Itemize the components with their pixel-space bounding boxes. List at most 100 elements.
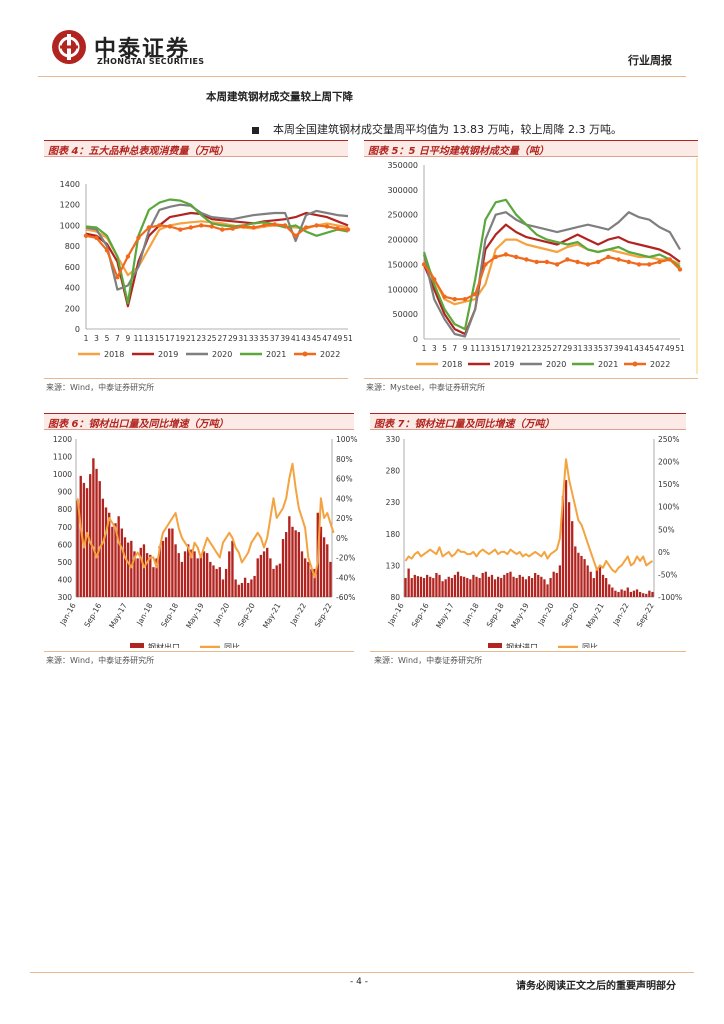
right-y-tick-label: 100% (658, 503, 679, 512)
series-point-2022 (188, 225, 193, 230)
x-tick-label: 43 (634, 344, 644, 353)
x-tick-label: 47 (655, 344, 665, 353)
x-tick-label: 19 (511, 344, 521, 353)
series-point-2022 (241, 224, 246, 229)
bar (598, 565, 602, 597)
bar (595, 568, 599, 597)
bar (187, 544, 190, 597)
bar (193, 551, 196, 597)
bar (642, 593, 645, 597)
x-tick-label: 35 (593, 344, 603, 353)
y-tick-label: 200 (65, 304, 80, 313)
fig4-source-divider (44, 378, 348, 379)
bar (98, 481, 101, 597)
bar (89, 474, 92, 597)
bar (250, 579, 253, 597)
series-line-2020 (422, 211, 681, 338)
x-tick-label: 45 (312, 334, 322, 343)
right-y-tick-label: 150% (658, 480, 679, 489)
x-tick-label: 29 (228, 334, 238, 343)
bar (313, 568, 316, 597)
bar (130, 540, 133, 597)
series-point-2022 (473, 292, 478, 297)
fig5-chart: 0 50000 100000 150000 200000 250000 300000 3500… (387, 158, 698, 374)
bar (484, 571, 487, 597)
x-tick-label: 41 (291, 334, 301, 343)
x-tick-label: 35 (259, 334, 269, 343)
bar (243, 577, 247, 597)
x-tick-label: Jan-16 (58, 601, 78, 627)
right-y-tick-label: -50% (658, 570, 677, 579)
fig7-chart: 80 130 180 230 280 330 -100% -50% 0% 50% 100% 150% 2… (386, 435, 682, 648)
yoy-line (76, 462, 335, 579)
series-point-2022 (83, 233, 89, 238)
bar (161, 540, 165, 597)
right-y-tick-label: 100% (336, 435, 357, 444)
bar (407, 568, 410, 597)
legend-label-2022: 2022 (650, 360, 670, 369)
fig5-source: 来源：Mysteel，中泰证券研究所 (366, 383, 486, 392)
bar (645, 593, 648, 597)
fig7-source-divider (370, 651, 686, 652)
series-point-2022 (209, 224, 214, 229)
bar (262, 551, 266, 597)
left-y-tick-label: 330 (386, 435, 401, 444)
bar (549, 578, 552, 597)
bar (475, 576, 478, 597)
bar (469, 579, 472, 597)
bar (117, 516, 120, 597)
bar (527, 576, 531, 597)
bar (509, 571, 512, 597)
bar (558, 565, 562, 597)
bar (450, 578, 453, 597)
left-y-tick-label: 280 (386, 467, 401, 476)
series-line-2021 (85, 198, 349, 305)
left-y-tick-label: 300 (58, 593, 73, 602)
company-logo-icon (52, 30, 86, 64)
bar (221, 579, 225, 597)
x-tick-label: 15 (155, 334, 165, 343)
company-name-cn: 中泰证券 (94, 37, 191, 62)
x-tick-label: Jan-20 (536, 601, 556, 627)
series-point-2022 (220, 227, 225, 232)
bar (441, 581, 444, 597)
right-y-tick-label: 0% (336, 534, 348, 543)
footer-disclaimer: 请务必阅读正文之后的重要声明部分 (516, 981, 676, 992)
series-point-2022 (636, 262, 642, 267)
bar (272, 568, 275, 597)
x-tick-label: 27 (552, 344, 562, 353)
bar (297, 532, 300, 597)
bar (404, 578, 407, 597)
legend-label-2020: 2020 (212, 350, 232, 359)
document-type: 行业周报 (628, 54, 672, 67)
x-tick-label: May-21 (584, 601, 606, 630)
legend-marker-2022 (632, 361, 638, 367)
bar (632, 590, 636, 597)
left-y-tick-label: 1000 (53, 470, 72, 479)
bar (571, 521, 574, 597)
series-line-2021 (422, 198, 681, 331)
series-point-2022 (157, 223, 162, 228)
series-point-2022 (616, 257, 621, 262)
bar (534, 572, 537, 597)
x-tick-label: Sep-22 (635, 601, 656, 629)
bar (580, 555, 583, 597)
bar (174, 544, 177, 597)
bar (546, 584, 549, 597)
series-point-2022 (136, 235, 141, 241)
bar (120, 528, 124, 597)
bar (310, 568, 313, 597)
left-y-tick-label: 900 (58, 488, 73, 497)
bar (266, 547, 269, 597)
x-tick-label: 21 (522, 344, 532, 353)
bar (152, 567, 155, 597)
x-tick-label: Sep-22 (313, 601, 334, 629)
left-y-tick-label: 230 (386, 498, 401, 507)
series-point-2022 (199, 223, 204, 228)
series-point-2022 (677, 267, 683, 272)
right-y-tick-label: 50% (658, 525, 675, 534)
bar (155, 558, 158, 597)
legend-swatch-bar (130, 643, 144, 648)
legend-label-2021: 2021 (598, 360, 618, 369)
bar (111, 526, 114, 597)
